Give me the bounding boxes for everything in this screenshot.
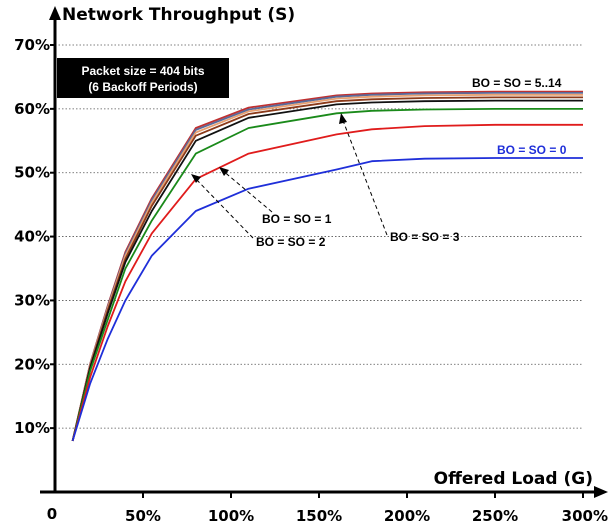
x-axis-title: Offered Load (G) bbox=[434, 469, 593, 489]
series-line-0 bbox=[71, 157, 583, 442]
y-tick-label-50: 50% bbox=[14, 164, 50, 182]
annotation-leaders bbox=[193, 117, 388, 239]
x-tick-label-100: 100% bbox=[208, 507, 254, 525]
info-box-line2: (6 Backoff Periods) bbox=[88, 80, 197, 94]
series-layer bbox=[71, 90, 583, 442]
annotation-bo2: BO = SO = 2 bbox=[256, 235, 326, 249]
series-line-1 bbox=[71, 123, 583, 442]
x-origin-label: 0 bbox=[47, 505, 57, 523]
tick-marks bbox=[50, 44, 584, 498]
info-box bbox=[57, 58, 229, 98]
leader-bo1-arrow-icon bbox=[219, 167, 229, 176]
leader-bo3-arrow-icon bbox=[339, 113, 347, 124]
y-tick-label-60: 60% bbox=[14, 100, 50, 118]
series-line-3 bbox=[71, 99, 583, 442]
annotation-bo1: BO = SO = 1 bbox=[262, 212, 332, 226]
y-tick-label-10: 10% bbox=[14, 419, 50, 437]
y-tick-label-20: 20% bbox=[14, 355, 50, 373]
y-tick-label-40: 40% bbox=[14, 228, 50, 246]
leader-bo1 bbox=[221, 169, 273, 213]
x-tick-label-300: 300% bbox=[562, 507, 608, 525]
y-tick-label-30: 30% bbox=[14, 291, 50, 309]
y-axis-arrow-icon bbox=[49, 6, 61, 20]
info-box-line1: Packet size = 404 bits bbox=[81, 64, 204, 78]
x-tick-label-50: 50% bbox=[125, 507, 161, 525]
leader-bo2-arrow-icon bbox=[191, 174, 201, 183]
leader-bo2 bbox=[193, 176, 254, 239]
annotation-bo0: BO = SO = 0 bbox=[497, 143, 567, 157]
x-tick-label-250: 250% bbox=[472, 507, 518, 525]
y-tick-label-70: 70% bbox=[14, 36, 50, 54]
x-axis-arrow-icon bbox=[594, 486, 608, 498]
x-tick-label-150: 150% bbox=[296, 507, 342, 525]
leader-bo3 bbox=[341, 117, 388, 236]
annotation-bo3: BO = SO = 3 bbox=[390, 230, 460, 244]
y-axis-title: Network Throughput (S) bbox=[62, 5, 295, 25]
annotation-bo5-14: BO = SO = 5..14 bbox=[472, 76, 562, 90]
x-tick-label-200: 200% bbox=[384, 507, 430, 525]
series-line-2 bbox=[71, 108, 583, 442]
